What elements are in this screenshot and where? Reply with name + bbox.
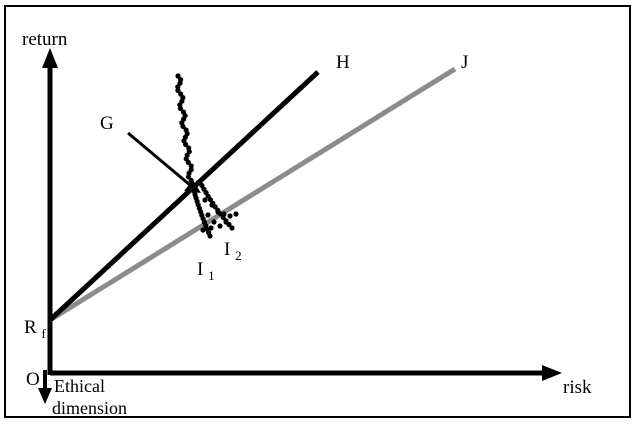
rf-label-subscript: f [41,326,46,341]
i1-label: I 1 [197,259,215,283]
curve-dot [221,211,227,217]
g-pointer-arrowhead [184,180,201,193]
curve-dot [185,174,192,180]
i2-curve-dot [229,225,235,231]
figure-border [4,5,631,418]
i1-curve-dot [207,233,213,239]
curve-dot [185,159,191,165]
return-axis-label: return [22,29,68,50]
curve-dot [183,141,189,147]
curve-dot [188,163,194,169]
curve-dot [202,197,208,203]
return-axis-arrowhead [42,48,58,68]
curve-dot [223,219,229,225]
curve-dot [200,227,206,233]
i1-label-subscript: 1 [208,268,215,283]
i1-label-base: I [197,259,203,280]
line-j [48,66,457,323]
curve-dot [227,213,233,219]
curve-dot [211,219,217,225]
curve-dot [217,223,223,229]
origin-label: O [26,369,40,390]
ethical-label-line2: dimension [52,398,127,418]
curve-dot [209,202,215,208]
curve-dot [175,73,181,79]
ethical-axis-arrowhead [38,388,52,404]
ethical-label-line1: Ethical [54,376,105,396]
curve-dot [175,87,181,93]
risk-axis-arrowhead [542,365,562,381]
g-label: G [100,113,114,134]
line-j-label: J [461,52,468,73]
i2-label-base: I [224,239,230,260]
curve-dot [208,225,214,231]
g-pointer-line [127,131,191,187]
curve-dot [180,123,186,129]
i2-label-subscript: 2 [235,248,242,263]
curve-dot [233,211,239,217]
rf-label: R f [24,317,46,341]
line-h [48,70,320,322]
rf-label-base: R [24,317,37,338]
curve-dot [205,212,211,218]
line-h-label: H [336,52,350,73]
i2-label: I 2 [224,239,242,263]
indifference-curve-dots [175,73,239,239]
risk-axis-label: risk [563,377,592,398]
curve-dot [215,209,221,215]
curve-dot [177,105,183,111]
